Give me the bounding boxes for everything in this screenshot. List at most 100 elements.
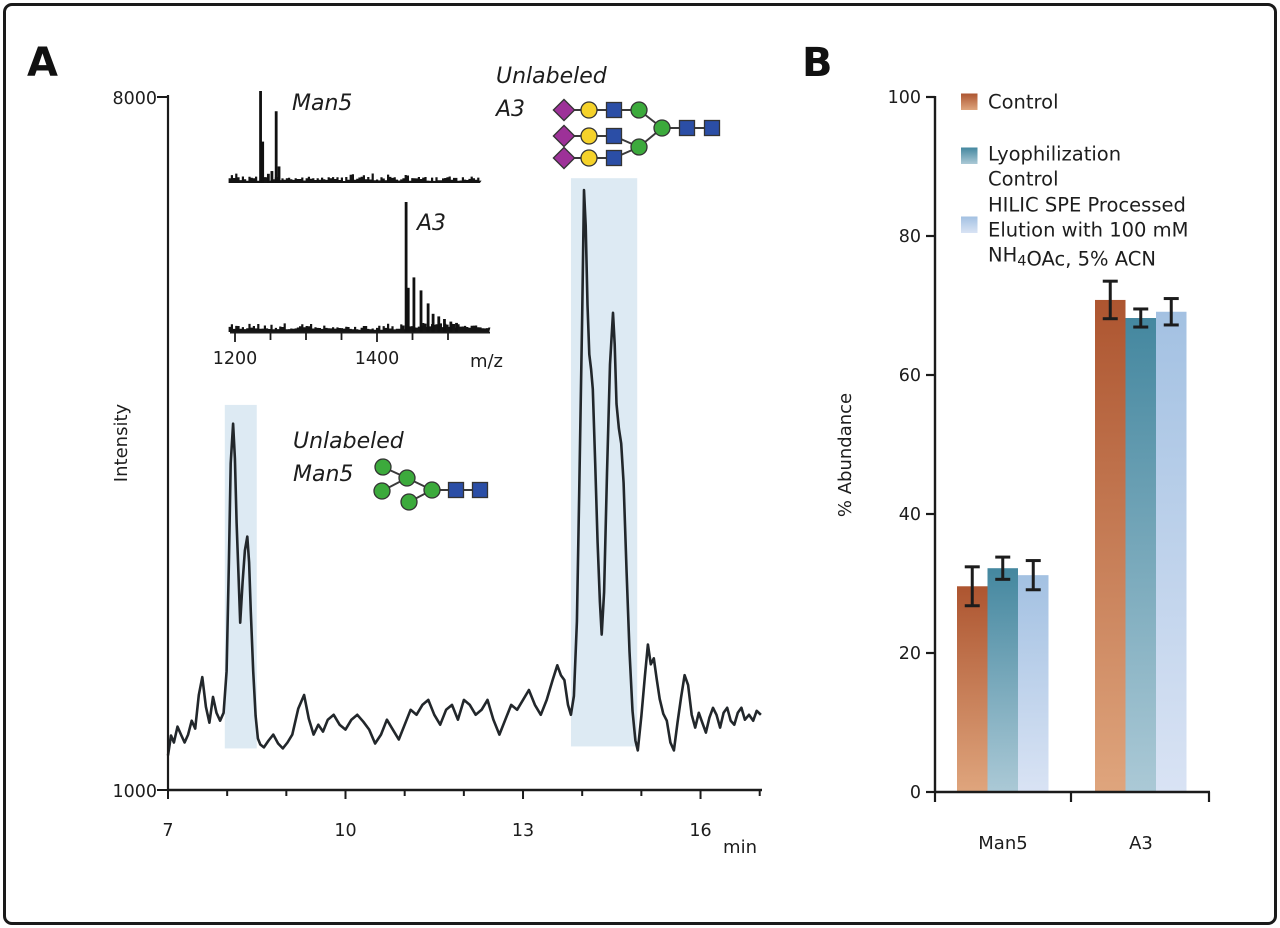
man-circle-icon (653, 119, 671, 137)
ms-inset-a3: 1200 1400 (213, 202, 491, 369)
abundance-axes: 0 20 40 60 80 100 Man5 A3 (888, 88, 1211, 854)
ms-peak (404, 202, 408, 332)
chromatogram-line (166, 188, 762, 756)
chromatogram-axes: 7 10 13 16 (157, 95, 762, 841)
bar (1018, 575, 1049, 792)
y-axis-tick-label: 0 (910, 783, 921, 803)
glcnac-square-icon (471, 481, 489, 499)
legend-label: NH4OAc, 5% ACN (988, 244, 1156, 271)
man-circle-icon (423, 481, 441, 499)
ms-peak (277, 166, 281, 183)
legend-swatch (961, 216, 978, 233)
y-axis-tick-label: 100 (888, 88, 921, 108)
glycan-diagram-man5 (373, 458, 489, 511)
x-axis-tick-label: 16 (689, 821, 711, 841)
neuac-diamond-icon (552, 98, 576, 122)
man-circle-icon (373, 482, 391, 500)
glycan-a3-caption-line1: Unlabeled (496, 64, 608, 89)
y-axis-bottom-tick-label: 1000 (112, 782, 157, 802)
legend-label-text: OAc, 5% ACN (1026, 248, 1155, 271)
glcnac-square-icon (605, 127, 623, 145)
chromatogram-trace (166, 188, 762, 756)
man-circle-icon (400, 493, 418, 511)
legend-label-text: Lyophilization (988, 143, 1121, 166)
intensity-axis-label: Intensity (111, 403, 132, 482)
mz-axis-label: m/z (470, 351, 503, 372)
legend-label: Elution with 100 mM (988, 219, 1188, 242)
man-circle-icon (374, 458, 392, 476)
ms-peak (426, 303, 430, 332)
legend-label: Lyophilization (988, 143, 1121, 166)
y-axis-tick-label: 60 (899, 366, 921, 386)
abundance-axis-label: % Abundance (835, 393, 856, 517)
ms-peak (431, 313, 435, 332)
man-circle-icon (398, 469, 416, 487)
neuac-diamond-icon (552, 124, 576, 148)
ms-inset-a3-label: A3 (415, 211, 446, 236)
bar (1156, 311, 1187, 792)
legend-label-text: HILIC SPE Processed (988, 194, 1186, 217)
category-label: A3 (1129, 833, 1153, 854)
time-axis-unit-label: min (723, 837, 757, 858)
man-circle-icon (630, 101, 648, 119)
abundance-bars (957, 279, 1187, 792)
gal-circle-icon (580, 149, 598, 167)
glcnac-square-icon (678, 119, 696, 137)
gal-circle-icon (580, 127, 598, 145)
y-axis-tick-label: 80 (899, 227, 921, 247)
ms-inset-man5-label: Man5 (292, 91, 352, 116)
mz-tick-label: 1200 (213, 349, 258, 369)
legend-swatch (961, 93, 978, 110)
ms-peak (412, 277, 416, 332)
ms-peak (406, 287, 410, 332)
legend-label-text: Control (988, 91, 1059, 114)
glycan-diagram-a3 (552, 98, 721, 170)
glycan-man5-caption-line1: Unlabeled (293, 429, 405, 454)
ms-peak (443, 319, 446, 332)
bar (1125, 318, 1156, 792)
ms-inset-man5 (228, 91, 482, 183)
ms-peak (270, 171, 274, 183)
ms-peak (274, 111, 278, 183)
legend-label-text: Elution with 100 mM (988, 219, 1188, 242)
ms-noise-floor (228, 323, 491, 332)
x-axis-tick-label: 7 (162, 821, 173, 841)
figure-frame (3, 3, 1277, 925)
ms-peak (261, 141, 265, 183)
ms-noise-floor (228, 173, 482, 183)
y-axis-tick-label: 40 (899, 505, 921, 525)
category-label: Man5 (978, 833, 1027, 854)
legend-label: HILIC SPE Processed (988, 194, 1186, 217)
ms-peak (266, 173, 270, 183)
ms-peak (419, 290, 423, 332)
x-axis-tick-label: 13 (512, 821, 534, 841)
glycan-a3-caption-line2: A3 (494, 97, 525, 122)
panel-b-label: B (802, 40, 833, 86)
glcnac-square-icon (605, 149, 623, 167)
panel-a-label: A (27, 40, 58, 86)
ms-peak (437, 316, 441, 332)
bar (957, 586, 988, 792)
man-circle-icon (630, 138, 648, 156)
legend-label-subscript: 4 (1017, 254, 1026, 270)
legend-label-text: NH (988, 244, 1017, 267)
glcnac-square-icon (447, 481, 465, 499)
legend-label-text: Control (988, 168, 1059, 191)
legend-label: Control (988, 168, 1059, 191)
glcnac-square-icon (605, 101, 623, 119)
neuac-diamond-icon (552, 146, 576, 170)
ms-peak (259, 91, 262, 183)
ms-peak (449, 321, 453, 332)
ms-peak (455, 322, 458, 332)
legend-label: Control (988, 91, 1059, 114)
mz-tick-label: 1400 (355, 349, 400, 369)
bar (987, 568, 1018, 792)
x-axis-tick-label: 10 (334, 821, 356, 841)
glycan-man5-caption-line2: Man5 (293, 462, 353, 487)
bar (1095, 299, 1126, 792)
y-axis-tick-label: 20 (899, 644, 921, 664)
y-axis-top-tick-label: 8000 (112, 89, 157, 109)
gal-circle-icon (580, 101, 598, 119)
